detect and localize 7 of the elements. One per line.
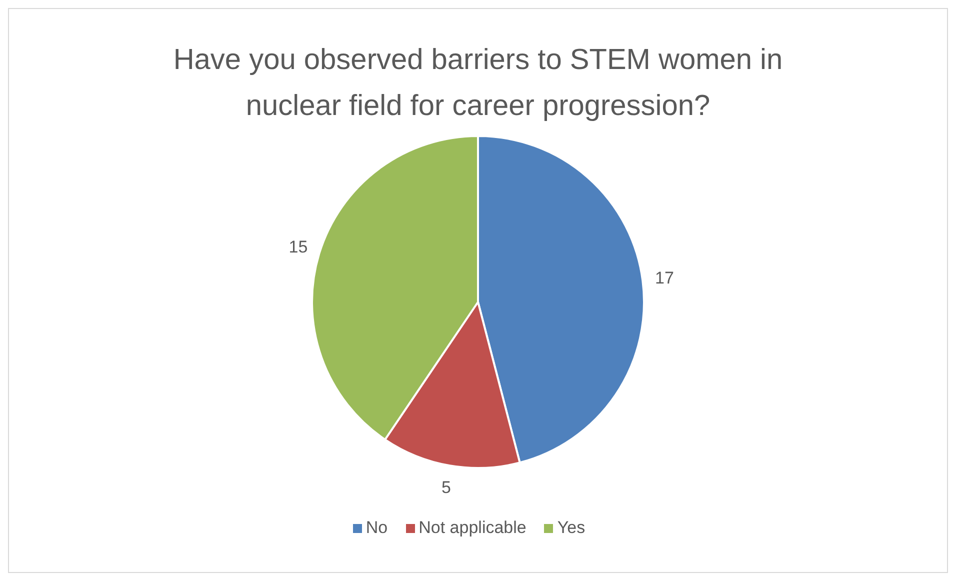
chart-title: Have you observed barriers to STEM women in nuclear field for career progression? (172, 43, 784, 124)
legend-label: Yes (557, 518, 586, 537)
data-label: 5 (441, 478, 451, 497)
legend-label: Not applicable (418, 518, 526, 537)
legend-label: No (366, 518, 388, 537)
data-label: 17 (655, 268, 674, 288)
data-label: 15 (288, 237, 308, 256)
